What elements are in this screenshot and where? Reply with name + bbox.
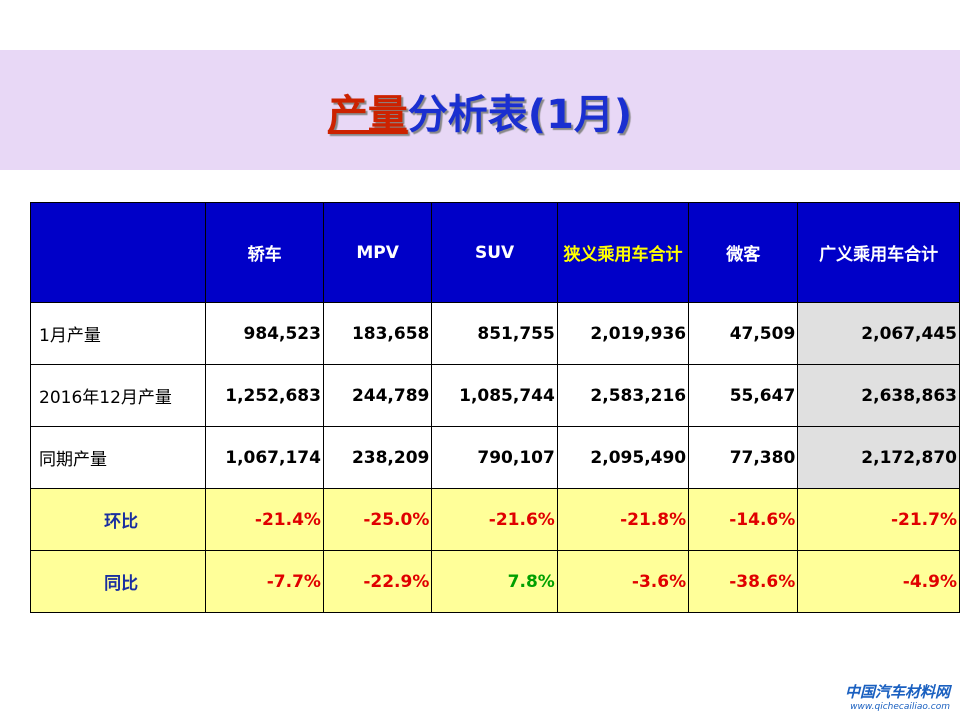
row-label: 同比 (29, 550, 207, 613)
row-label: 同期产量 (29, 426, 207, 489)
cell: 790,107 (431, 426, 558, 489)
cell: 1,067,174 (205, 426, 324, 489)
header-cell: 轿车 (205, 202, 324, 303)
logo-name: 中国汽车材料网 (844, 683, 950, 701)
cell: -22.9% (322, 550, 433, 613)
header-cell: 广义乘用车合计 (797, 202, 960, 303)
logo: 中国汽车材料网 www.qichecailiao.com (845, 681, 950, 712)
table-row: 环比 -21.4% -25.0% -21.6% -21.8% -14.6% -21.7% (29, 488, 960, 551)
title-rest: 分析表(1月) (407, 92, 633, 138)
title-highlight: 产量 (327, 92, 408, 138)
cell: -21.7% (797, 488, 960, 551)
cell: 851,755 (431, 302, 558, 365)
cell: -4.9% (797, 550, 960, 613)
cell: 2,067,445 (797, 302, 960, 365)
cell: -3.6% (556, 550, 690, 613)
cell: 7.8% (431, 550, 558, 613)
title: 产量分析表(1月) (0, 82, 960, 140)
table-row: 同期产量 1,067,174 238,209 790,107 2,095,490 77,3… (29, 426, 960, 489)
cell: 2,638,863 (797, 364, 960, 427)
table-row: 2016年12月产量 1,252,683 244,789 1,085,744 2,583… (29, 364, 960, 427)
cell: 2,019,936 (556, 302, 690, 365)
cell: 183,658 (322, 302, 433, 365)
cell: 2,095,490 (556, 426, 690, 489)
logo-url: www.qichecailiao.com (850, 702, 950, 712)
header-cell: MPV (322, 202, 433, 303)
cell: -21.6% (431, 488, 558, 551)
cell: 244,789 (322, 364, 433, 427)
header-cell: 微客 (688, 202, 799, 303)
cell: 55,647 (688, 364, 799, 427)
header-cell: 狭义乘用车合计 (556, 202, 690, 303)
row-label: 环比 (29, 488, 207, 551)
cell: 77,380 (688, 426, 799, 489)
cell: -14.6% (688, 488, 799, 551)
cell: 238,209 (322, 426, 433, 489)
cell: -25.0% (322, 488, 433, 551)
cell: -21.8% (556, 488, 690, 551)
title-band (0, 50, 960, 170)
cell: 1,085,744 (431, 364, 558, 427)
cell: 2,172,870 (797, 426, 960, 489)
cell: -21.4% (205, 488, 324, 551)
table-row: 1月产量 984,523 183,658 851,755 2,019,936 47,509… (29, 302, 960, 365)
cell: 47,509 (688, 302, 799, 365)
table-row: 同比 -7.7% -22.9% 7.8% -3.6% -38.6% -4.9% (29, 550, 960, 613)
header-cell: SUV (431, 202, 558, 303)
header-row: 轿车 MPV SUV 狭义乘用车合计 微客 广义乘用车合计 (29, 202, 960, 303)
cell: -7.7% (205, 550, 324, 613)
header-cell (29, 202, 207, 303)
cell: 1,252,683 (205, 364, 324, 427)
row-label: 1月产量 (29, 302, 207, 365)
row-label: 2016年12月产量 (29, 364, 207, 427)
cell: -38.6% (688, 550, 799, 613)
table: 轿车 MPV SUV 狭义乘用车合计 微客 广义乘用车合计 1月产量 984,523 183,6… (29, 202, 960, 613)
cell: 2,583,216 (556, 364, 690, 427)
cell: 984,523 (205, 302, 324, 365)
